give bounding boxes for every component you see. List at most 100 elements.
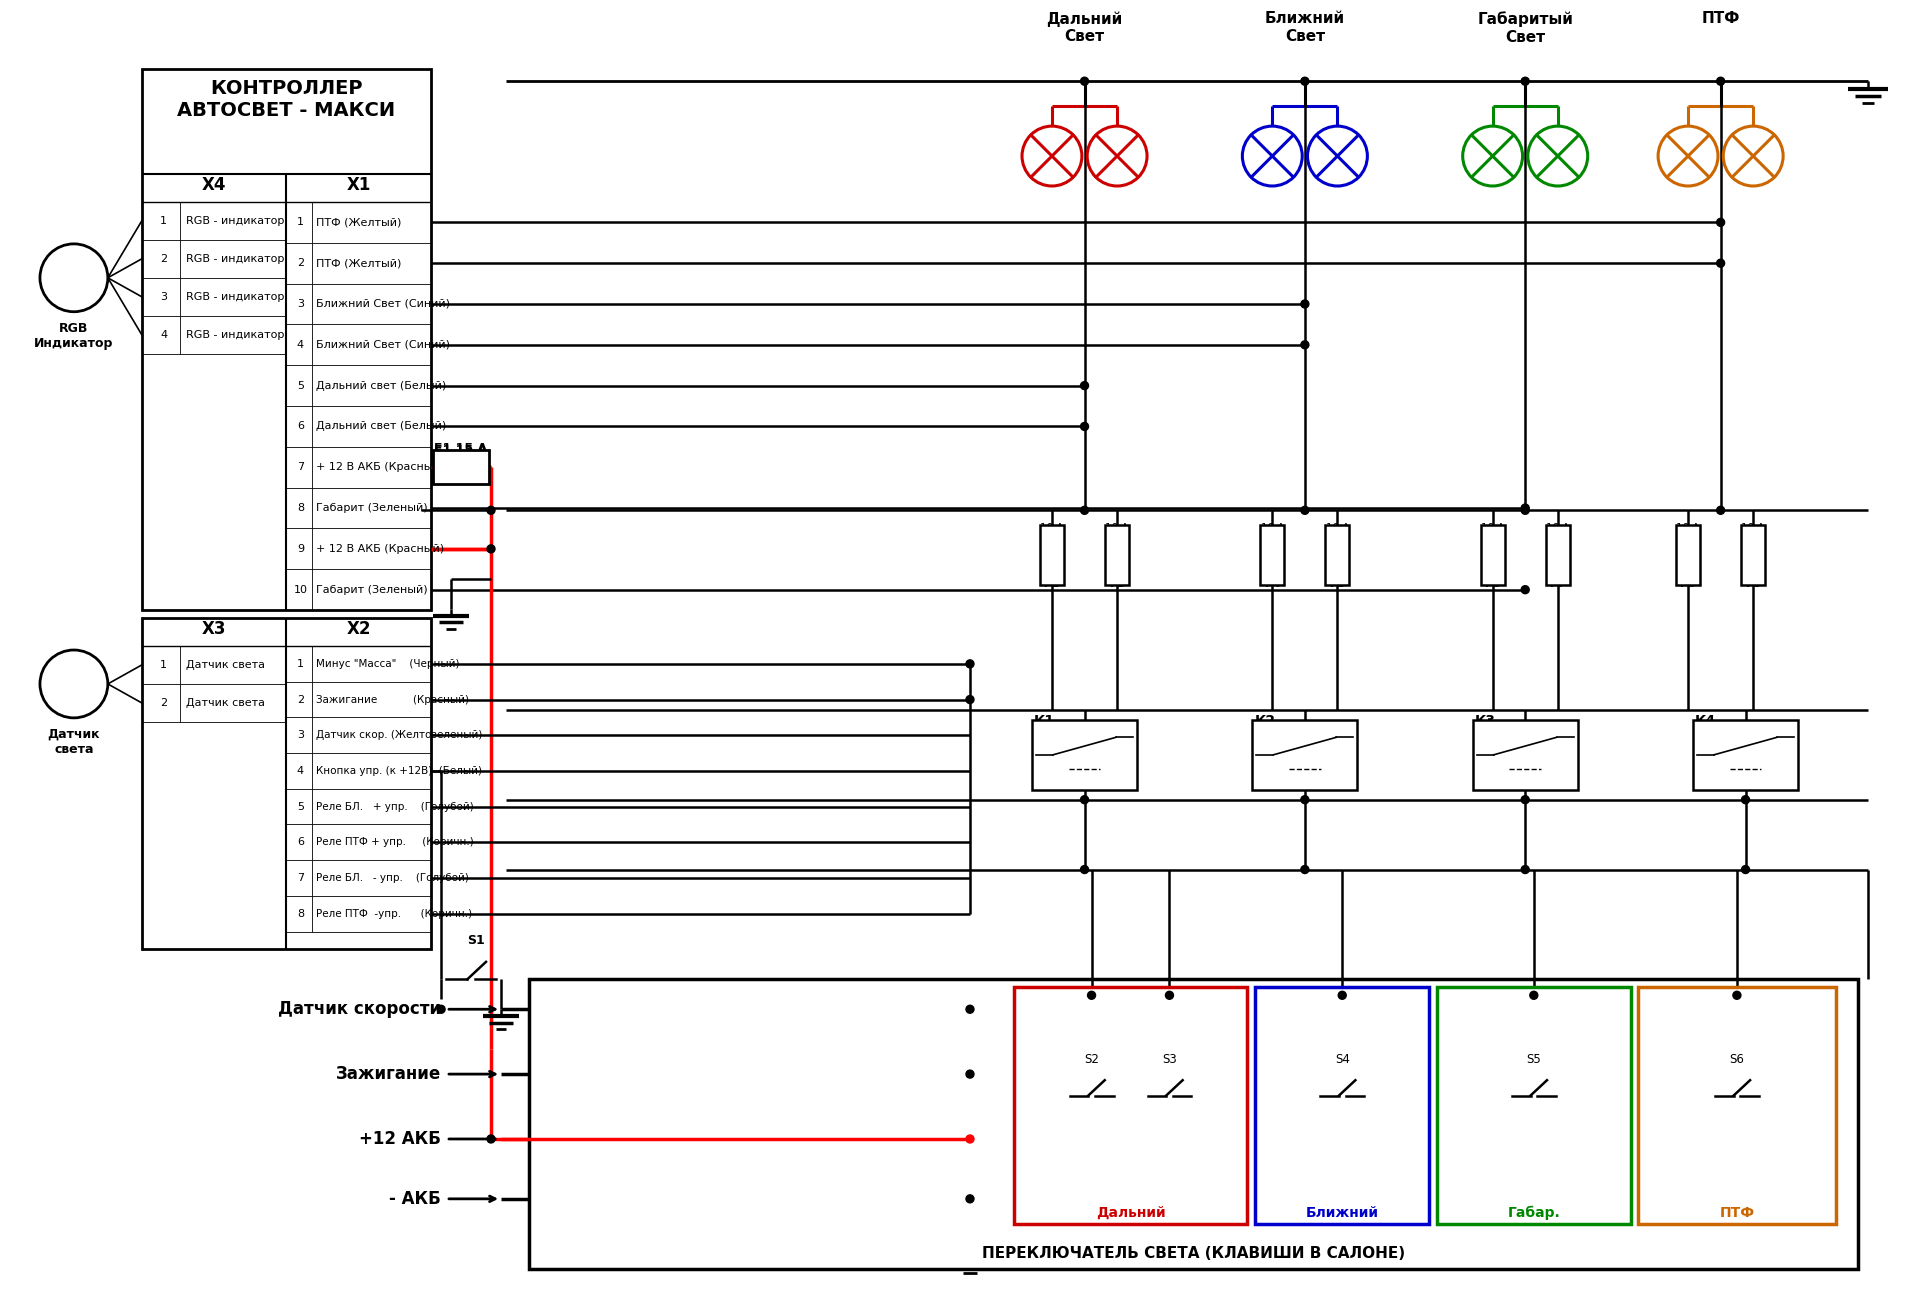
Circle shape (1741, 796, 1749, 804)
Text: S6: S6 (1730, 1052, 1745, 1066)
Text: 7: 7 (298, 873, 303, 884)
Bar (434, 450, 490, 484)
Circle shape (1302, 865, 1309, 873)
Text: F1 15 A: F1 15 A (434, 442, 488, 456)
Text: 2: 2 (298, 695, 303, 704)
Text: F7: F7 (1549, 579, 1565, 589)
Circle shape (1741, 865, 1749, 873)
Text: 8: 8 (298, 908, 303, 919)
Circle shape (1165, 991, 1173, 999)
Text: S1: S1 (467, 935, 486, 948)
Circle shape (1724, 126, 1784, 186)
Circle shape (1716, 219, 1724, 226)
Circle shape (966, 1135, 973, 1143)
Text: Датчик скор. (Желтозеленый): Датчик скор. (Желтозеленый) (317, 730, 482, 741)
Bar (142, 69, 432, 610)
Text: Зажигание           (Красный): Зажигание (Красный) (317, 695, 468, 704)
Text: 10: 10 (294, 585, 307, 594)
Circle shape (1087, 126, 1146, 186)
Text: RGB - индикатор: RGB - индикатор (186, 292, 284, 302)
Circle shape (1087, 991, 1096, 999)
Text: S5: S5 (1526, 1052, 1542, 1066)
Text: F4: F4 (1265, 579, 1281, 589)
Text: 1: 1 (298, 658, 303, 669)
Circle shape (1338, 991, 1346, 999)
Circle shape (1528, 126, 1588, 186)
Bar (1106, 525, 1129, 585)
Text: 10 А: 10 А (1741, 524, 1764, 533)
Text: S4: S4 (1334, 1052, 1350, 1066)
Circle shape (1463, 126, 1523, 186)
Bar (1252, 720, 1357, 789)
Text: F2: F2 (1044, 579, 1060, 589)
Text: Габаритый
Свет: Габаритый Свет (1476, 12, 1572, 45)
Text: 3: 3 (159, 292, 167, 302)
Text: 10 А: 10 А (1480, 524, 1505, 533)
Circle shape (1734, 991, 1741, 999)
Circle shape (1659, 126, 1718, 186)
Text: Зажигание: Зажигание (336, 1066, 442, 1083)
Text: F9: F9 (1745, 579, 1761, 589)
Circle shape (1302, 77, 1309, 85)
Circle shape (966, 1071, 973, 1079)
Text: 4: 4 (298, 340, 303, 350)
Text: 10 А: 10 А (1261, 524, 1284, 533)
Bar (528, 979, 1859, 1268)
Text: F6: F6 (1484, 579, 1500, 589)
Circle shape (438, 1005, 445, 1013)
Text: 3: 3 (298, 730, 303, 741)
Circle shape (1302, 300, 1309, 308)
Text: К4: К4 (1695, 713, 1716, 728)
Circle shape (1302, 507, 1309, 514)
Bar (1256, 987, 1428, 1224)
Text: Габар.: Габар. (1507, 1206, 1561, 1220)
Text: Дальний свет (Белый): Дальний свет (Белый) (317, 381, 447, 390)
Text: Дальний свет (Белый): Дальний свет (Белый) (317, 421, 447, 432)
Bar (142, 618, 432, 949)
Text: Минус "Масса"    (Черный): Минус "Масса" (Черный) (317, 658, 461, 669)
Bar (1325, 525, 1350, 585)
Text: К2: К2 (1254, 713, 1275, 728)
Text: Ближний Свет (Синий): Ближний Свет (Синий) (317, 298, 451, 309)
Text: 5: 5 (298, 801, 303, 812)
Bar (1014, 987, 1248, 1224)
Circle shape (1716, 259, 1724, 267)
Circle shape (1081, 865, 1089, 873)
Circle shape (1521, 796, 1528, 804)
Text: Дальний: Дальний (1096, 1206, 1165, 1220)
Text: Реле БЛ.   + упр.    (Голубой): Реле БЛ. + упр. (Голубой) (317, 801, 474, 812)
Circle shape (1716, 507, 1724, 514)
Bar (1741, 525, 1764, 585)
Circle shape (966, 695, 973, 703)
Text: ПТФ: ПТФ (1718, 1206, 1755, 1220)
Text: Ближний
Свет: Ближний Свет (1265, 12, 1344, 43)
Circle shape (1716, 77, 1724, 85)
Text: 10 А: 10 А (1325, 524, 1350, 533)
Circle shape (40, 651, 108, 717)
Text: 5: 5 (298, 381, 303, 390)
Text: + 12 В АКБ (Красный): + 12 В АКБ (Красный) (317, 462, 445, 473)
Text: 10 А: 10 А (1676, 524, 1699, 533)
Text: Реле ПТФ + упр.     (Коричн.): Реле ПТФ + упр. (Коричн.) (317, 838, 474, 847)
Text: 10 А: 10 А (1546, 524, 1569, 533)
Circle shape (488, 507, 495, 514)
Text: 4: 4 (298, 766, 303, 776)
Circle shape (966, 660, 973, 668)
Text: 4: 4 (159, 330, 167, 339)
Circle shape (1521, 585, 1528, 594)
Text: Ближний Свет (Синий): Ближний Свет (Синий) (317, 340, 451, 350)
Text: Реле ПТФ  -упр.      (Коричн.): Реле ПТФ -упр. (Коричн.) (317, 908, 472, 919)
Circle shape (1021, 126, 1081, 186)
Text: 6: 6 (298, 421, 303, 432)
Text: Ближний: Ближний (1306, 1206, 1379, 1220)
Text: S2: S2 (1085, 1052, 1098, 1066)
Text: Датчик света: Датчик света (186, 660, 265, 670)
Circle shape (1302, 796, 1309, 804)
Text: Х1: Х1 (348, 175, 371, 194)
Circle shape (966, 1005, 973, 1013)
Circle shape (966, 1195, 973, 1203)
Text: F5: F5 (1331, 579, 1346, 589)
Text: 2: 2 (159, 698, 167, 708)
Text: Реле БЛ.   - упр.    (Голубой): Реле БЛ. - упр. (Голубой) (317, 873, 468, 884)
Text: ПТФ (Желтый): ПТФ (Желтый) (317, 217, 401, 228)
